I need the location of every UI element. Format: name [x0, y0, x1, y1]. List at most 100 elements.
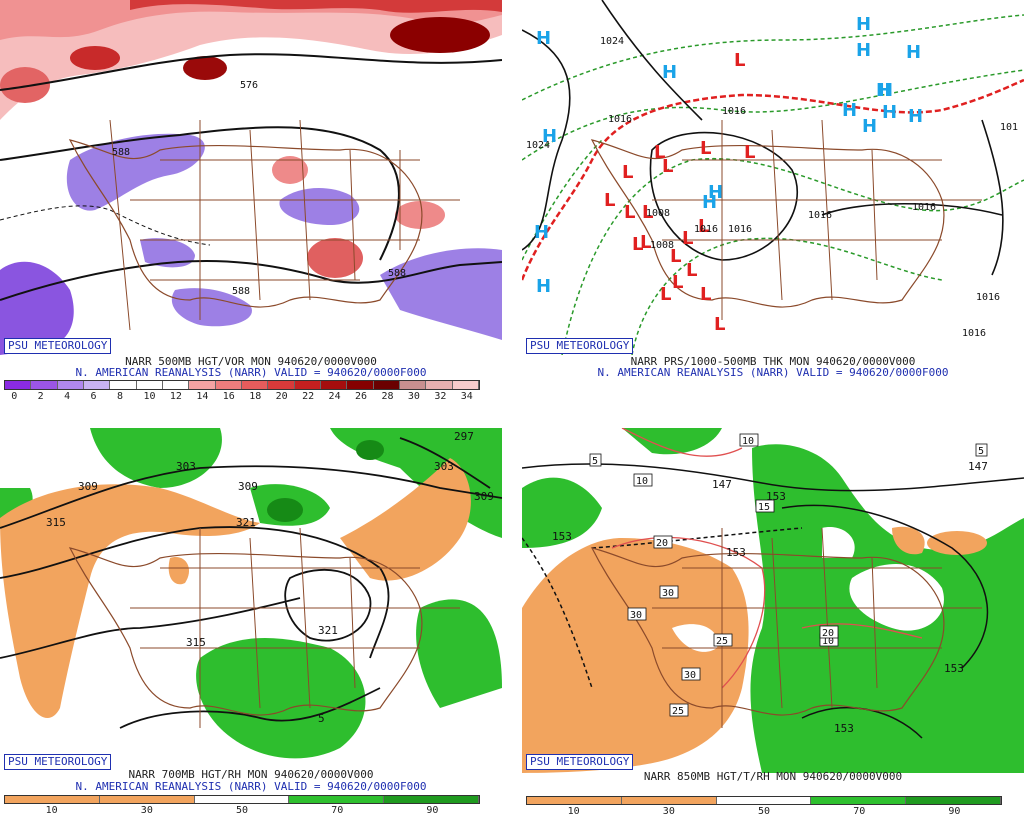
- label-box: [755, 499, 775, 513]
- low-pressure-marker: L: [700, 284, 711, 305]
- temperature-label: 30: [662, 588, 674, 599]
- scale-tick-label: 14: [196, 391, 209, 402]
- isobar-label: 1016: [962, 328, 986, 339]
- height-contour-label: 147: [968, 460, 988, 473]
- low-pressure-marker: L: [662, 156, 673, 177]
- isobar-label: 1016: [728, 224, 752, 235]
- height-contour-label: 315: [46, 516, 66, 529]
- vorticity-scale-labels: 0 2 4 6 8 10 12 14 16 18 20 22 24 26 28 30 32 34: [4, 391, 480, 403]
- panel-700mb-rh: 297 303 303 309 309 309 315 321 321 315 5 PSU METE…: [0, 428, 502, 819]
- scale-swatch: [621, 797, 717, 804]
- label-box: [681, 667, 701, 681]
- psu-logo: PSU METEOROLOGY: [4, 754, 112, 770]
- panel-850mb-temp-rh: 147 147 153 153 153 153 153 10 10 10 15 20 20 25 25 30 3…: [522, 428, 1024, 819]
- scale-tick-label: 50: [758, 806, 771, 817]
- label-box: [633, 473, 653, 487]
- psu-logo: PSU METEOROLOGY: [526, 754, 634, 770]
- isobar-label: 1016: [608, 114, 632, 125]
- high-pressure-marker: H: [882, 102, 897, 123]
- panel-title: NARR PRS/1000-500MB THK MON 940620/0000V…: [630, 355, 916, 368]
- label-box: [659, 585, 679, 599]
- scale-tick-label: 22: [302, 391, 315, 402]
- high-pressure-marker: H: [702, 192, 717, 213]
- high-pressure-marker: H: [662, 62, 677, 83]
- scale-tick-label: 50: [236, 805, 249, 816]
- scale-swatch: [162, 381, 190, 389]
- high-pressure-marker: H: [842, 100, 857, 121]
- scale-swatch: [527, 797, 622, 804]
- high-pressure-marker: H: [542, 126, 557, 147]
- low-pressure-marker: L: [700, 138, 711, 159]
- low-pressure-marker: L: [714, 314, 725, 335]
- height-contour-label: 5: [318, 712, 325, 725]
- scale-tick-label: 18: [249, 391, 262, 402]
- scale-tick-label: 70: [853, 806, 866, 817]
- scale-tick-label: 24: [328, 391, 341, 402]
- contour-label-1: 576: [240, 80, 258, 91]
- scale-tick-label: 6: [90, 391, 97, 402]
- scale-tick-label: 8: [117, 391, 124, 402]
- scale-swatch: [5, 796, 100, 803]
- isobar-label: 1024: [600, 36, 624, 47]
- scale-swatch: [268, 381, 295, 389]
- scale-tick-label: 32: [434, 391, 447, 402]
- scale-tick-label: 10: [45, 805, 58, 816]
- temperature-label: 10: [636, 476, 648, 487]
- rh-scale-labels: 10 30 50 70 90: [4, 805, 480, 817]
- high-pressure-marker: H: [862, 116, 877, 137]
- high-pressure-marker: H: [876, 80, 891, 101]
- scale-swatch: [906, 797, 1001, 804]
- temperature-label: 25: [716, 636, 728, 647]
- panel-pressure-thickness: H H H H H H H H H H H H H H H H L L L L L L L L L L L L L L L L L L L 1024 1…: [522, 0, 1024, 405]
- scale-swatch: [83, 381, 111, 389]
- rh850-map: 1471471531531531531531010101520202525303…: [522, 428, 1024, 773]
- label-box: [739, 433, 759, 447]
- scale-tick-label: 26: [355, 391, 368, 402]
- high-pressure-marker: H: [536, 276, 551, 297]
- scale-swatch: [811, 797, 907, 804]
- height-contour-label: 309: [238, 480, 258, 493]
- scale-swatch: [31, 381, 58, 389]
- low-pressure-marker: L: [682, 228, 693, 249]
- scale-tick-label: 90: [948, 806, 961, 817]
- temperature-label: 25: [672, 706, 684, 717]
- height-contour-label: 321: [318, 624, 338, 637]
- temperature-label: 20: [656, 538, 668, 549]
- high-pressure-marker: H: [708, 182, 723, 203]
- high-pressure-marker: H: [906, 42, 921, 63]
- panel-valid-time: N. AMERICAN REANALYSIS (NARR) VALID = 94…: [597, 366, 949, 379]
- low-pressure-marker: L: [744, 142, 755, 163]
- psu-logo: PSU METEOROLOGY: [526, 338, 634, 354]
- isobar-label: 101: [1000, 122, 1018, 133]
- height-contour-label: 321: [236, 516, 256, 529]
- low-pressure-marker: L: [642, 202, 653, 223]
- scale-tick-label: 30: [407, 391, 420, 402]
- height-contour-label: 309: [78, 480, 98, 493]
- low-pressure-marker: L: [632, 234, 643, 255]
- contour-label-4: 588: [388, 268, 406, 279]
- scale-swatch: [384, 796, 479, 803]
- height-contour-label: 153: [834, 722, 854, 735]
- low-pressure-marker: L: [670, 246, 681, 267]
- low-pressure-marker: L: [624, 202, 635, 223]
- scale-tick-label: 34: [460, 391, 473, 402]
- scale-tick-label: 90: [426, 805, 439, 816]
- low-pressure-marker: L: [686, 260, 697, 281]
- scale-swatch: [136, 381, 163, 389]
- low-pressure-marker: L: [654, 142, 665, 163]
- vorticity-color-scale: [4, 380, 480, 390]
- height-contour-label: 309: [474, 490, 494, 503]
- scale-tick-label: 2: [37, 391, 44, 402]
- scale-swatch: [399, 381, 427, 389]
- panel-title: NARR 700MB HGT/RH MON 940620/0000V000: [128, 768, 374, 781]
- isobar-label: 1008: [646, 208, 670, 219]
- scale-tick-label: 30: [662, 806, 675, 817]
- high-pressure-marker: H: [856, 40, 871, 61]
- temperature-label: 10: [742, 436, 754, 447]
- high-pressure-marker: H: [856, 14, 871, 35]
- scale-tick-label: 70: [331, 805, 344, 816]
- label-box: [975, 443, 988, 457]
- label-box: [713, 633, 733, 647]
- high-pressure-marker: H: [878, 80, 893, 101]
